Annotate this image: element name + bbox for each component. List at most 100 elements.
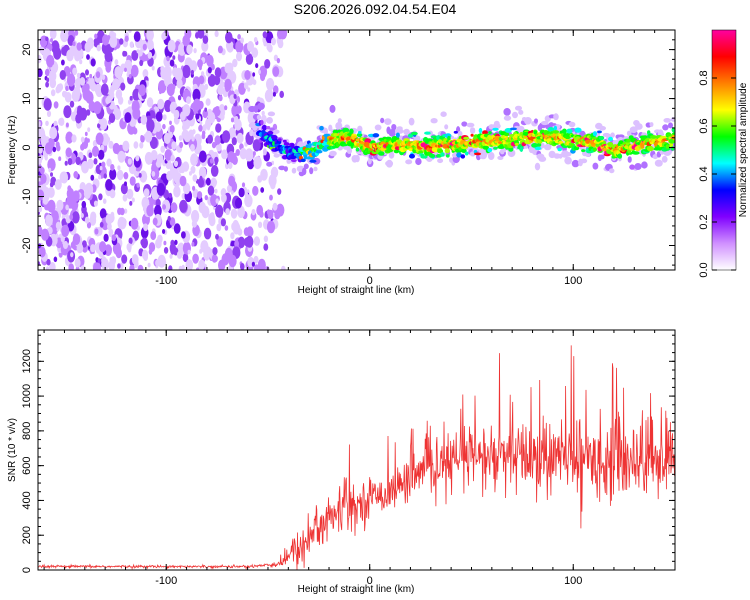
ridge-halo: [267, 111, 276, 117]
noise-speck: [143, 223, 149, 232]
noise-speck: [170, 154, 175, 162]
noise-speck: [87, 127, 91, 132]
noise-speck: [93, 158, 98, 165]
noise-speck: [103, 233, 109, 242]
ridge-cell: [474, 152, 482, 156]
ridge-cell: [360, 141, 366, 145]
noise-speck: [82, 240, 87, 248]
ridge-cell: [552, 130, 560, 134]
noise-speck: [38, 125, 44, 139]
noise-speck: [215, 123, 222, 133]
ridge-halo: [663, 118, 671, 123]
noise-speck: [173, 109, 180, 119]
noise-speck: [80, 143, 85, 151]
ridge-halo: [608, 168, 615, 174]
noise-speck: [112, 40, 117, 47]
ridge-cell: [460, 154, 466, 159]
ridge-halo: [437, 158, 444, 164]
ridge-cell: [308, 142, 312, 149]
chart-title: S206.2026.092.04.54.E04: [293, 1, 457, 17]
noise-speck: [230, 190, 234, 195]
noise-speck: [266, 42, 272, 51]
noise-speck: [128, 30, 132, 34]
noise-speck: [238, 187, 245, 198]
noise-speck: [191, 241, 195, 247]
noise-speck: [163, 247, 169, 254]
ridge-halo: [515, 105, 522, 111]
noise-speck: [162, 204, 167, 210]
noise-speck: [205, 177, 211, 186]
noise-speck: [187, 249, 191, 255]
ridge-halo: [328, 124, 333, 132]
noise-speck: [146, 204, 154, 217]
noise-speck: [216, 142, 222, 152]
snr-xlabel: Height of straight line (km): [298, 584, 415, 595]
noise-speck: [60, 30, 69, 43]
noise-speck: [72, 190, 80, 202]
ridge-halo: [492, 123, 501, 130]
noise-speck: [44, 155, 48, 161]
ridge-halo: [503, 108, 511, 116]
noise-speck: [67, 220, 75, 232]
noise-speck: [84, 182, 94, 196]
ridge-cell: [357, 131, 362, 134]
ridge-halo: [380, 117, 385, 124]
noise-speck: [191, 209, 200, 223]
noise-speck: [99, 241, 107, 253]
spectrogram-xlabel: Height of straight line (km): [298, 285, 415, 296]
ridge-cell: [626, 138, 631, 143]
ridge-halo: [283, 166, 288, 172]
ridge-halo: [396, 128, 404, 134]
noise-speck: [244, 148, 254, 162]
ridge-cell: [598, 135, 605, 141]
noise-speck: [281, 265, 286, 270]
noise-speck: [101, 74, 106, 81]
ridge-cell: [531, 143, 539, 148]
ridge-cell: [300, 158, 306, 163]
noise-speck: [203, 227, 212, 240]
noise-speck: [251, 208, 256, 216]
noise-speck: [208, 212, 216, 224]
noise-speck: [224, 62, 232, 74]
noise-speck: [222, 130, 231, 143]
noise-speck: [266, 209, 271, 215]
noise-speck: [240, 263, 245, 270]
x-tick-label: -100: [155, 275, 177, 287]
ridge-halo: [357, 125, 363, 133]
noise-speck: [236, 132, 244, 144]
noise-speck: [170, 246, 176, 255]
noise-speck: [114, 59, 119, 66]
ridge-cell: [356, 132, 363, 138]
noise-speck: [253, 156, 262, 170]
ridge-halo: [652, 154, 659, 160]
noise-speck: [198, 150, 207, 163]
noise-speck: [90, 174, 95, 181]
noise-speck: [84, 83, 90, 91]
noise-speck: [88, 100, 96, 112]
ridge-halo: [291, 167, 297, 174]
noise-speck: [182, 182, 191, 195]
colorbar-tick-label: 0.0: [698, 262, 710, 277]
noise-speck: [221, 193, 227, 203]
noise-speck: [99, 221, 104, 228]
ridge-halo: [408, 117, 415, 126]
noise-speck: [203, 249, 211, 261]
ridge-cell: [420, 155, 428, 159]
noise-speck: [235, 149, 241, 156]
noise-speck: [214, 156, 219, 164]
noise-speck: [146, 39, 154, 51]
noise-speck: [45, 214, 53, 227]
noise-speck: [171, 141, 177, 150]
noise-speck: [167, 215, 171, 222]
noise-speck: [252, 185, 259, 196]
noise-speck: [50, 38, 53, 43]
noise-speck: [50, 89, 56, 97]
noise-speck: [76, 42, 82, 51]
ridge-cell: [271, 135, 278, 140]
ridge-halo: [634, 163, 642, 170]
noise-speck: [253, 236, 260, 246]
ridge-cell: [445, 154, 450, 158]
ridge-cell: [640, 144, 645, 149]
noise-speck: [132, 107, 141, 120]
noise-speck: [41, 228, 49, 241]
